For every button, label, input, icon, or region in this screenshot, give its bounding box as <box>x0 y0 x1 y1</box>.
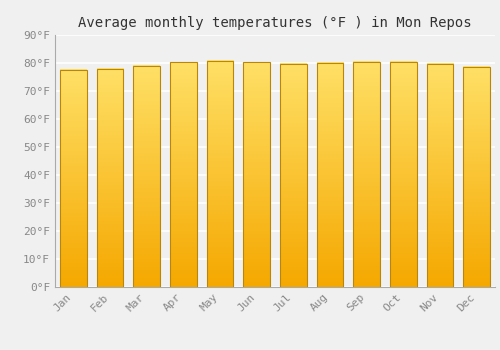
Bar <box>354 62 380 287</box>
Bar <box>464 67 490 287</box>
Bar <box>60 70 86 287</box>
Bar <box>280 64 306 287</box>
Bar <box>207 61 233 287</box>
Bar <box>427 64 453 287</box>
Bar <box>317 63 343 287</box>
Bar <box>170 62 196 287</box>
Bar <box>134 66 160 287</box>
Title: Average monthly temperatures (°F ) in Mon Repos: Average monthly temperatures (°F ) in Mo… <box>78 16 472 30</box>
Bar <box>390 62 416 287</box>
Bar <box>244 62 270 287</box>
Bar <box>97 69 123 287</box>
